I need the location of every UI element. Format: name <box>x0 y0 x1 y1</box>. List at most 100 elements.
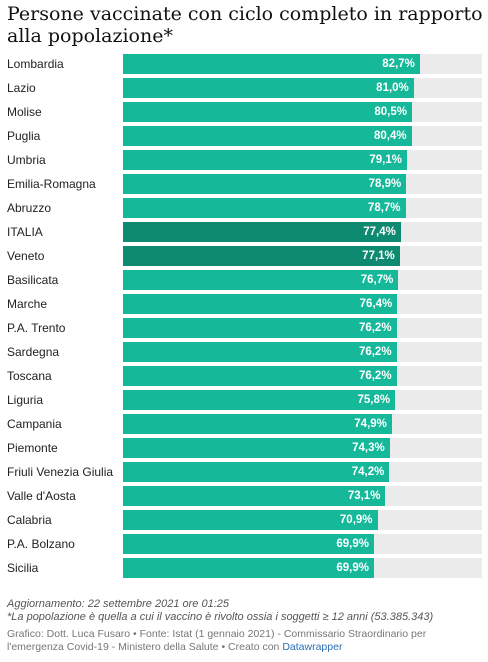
bar-track: 81,0% <box>123 78 482 98</box>
category-label: Lombardia <box>7 57 64 71</box>
bar: 79,1% <box>123 150 407 170</box>
bar-row: Campania 74,9% <box>0 412 488 436</box>
value-label: 76,2% <box>358 322 392 334</box>
bar: 76,2% <box>123 318 397 338</box>
bar: 70,9% <box>123 510 378 530</box>
category-label: Sicilia <box>7 561 39 575</box>
bar-track: 76,2% <box>123 366 482 386</box>
bar-row: ITALIA 77,4% <box>0 220 488 244</box>
bar-chart: Lombardia 82,7% Lazio 81,0% Molise 80,5% Pugli… <box>0 52 488 582</box>
category-label: Abruzzo <box>7 201 52 215</box>
credit-text: Grafico: Dott. Luca Fusaro • Fonte: Ista… <box>7 628 427 653</box>
category-label: Puglia <box>7 129 41 143</box>
value-label: 76,4% <box>359 298 393 310</box>
footnote: *La popolazione è quella a cui il vaccin… <box>7 611 434 623</box>
category-label: P.A. Trento <box>7 321 66 335</box>
bar-track: 80,4% <box>123 126 482 146</box>
bar-track: 76,2% <box>123 342 482 362</box>
bar-row: P.A. Bolzano 69,9% <box>0 532 488 556</box>
category-label: Marche <box>7 297 48 311</box>
chart-notes: Aggiornamento: 22 settembre 2021 ore 01:… <box>7 598 483 654</box>
bar: 82,7% <box>123 54 420 74</box>
value-label: 70,9% <box>339 514 373 526</box>
category-label: Liguria <box>7 393 44 407</box>
bar-row: Molise 80,5% <box>0 100 488 124</box>
bar-track: 79,1% <box>123 150 482 170</box>
category-label: Emilia-Romagna <box>7 177 96 191</box>
bar-row: Emilia-Romagna 78,9% <box>0 172 488 196</box>
value-label: 76,7% <box>360 274 394 286</box>
category-label: Calabria <box>7 513 52 527</box>
bar-row: Calabria 70,9% <box>0 508 488 532</box>
bar-track: 75,8% <box>123 390 482 410</box>
value-label: 81,0% <box>376 82 409 94</box>
value-label: 80,4% <box>374 130 407 142</box>
value-label: 74,9% <box>354 418 387 430</box>
bar-row: P.A. Trento 76,2% <box>0 316 488 340</box>
category-label: Lazio <box>7 81 36 95</box>
bar-track: 82,7% <box>123 54 482 74</box>
bar-row: Friuli Venezia Giulia 74,2% <box>0 460 488 484</box>
bar: 69,9% <box>123 534 374 554</box>
value-label: 76,2% <box>358 370 392 382</box>
bar-row: Umbria 79,1% <box>0 148 488 172</box>
bar: 76,7% <box>123 270 399 290</box>
bar: 77,4% <box>123 222 401 242</box>
bar: 80,4% <box>123 126 412 146</box>
bar-track: 74,2% <box>123 462 482 482</box>
bar-track: 80,5% <box>123 102 482 122</box>
value-label: 69,9% <box>336 538 369 550</box>
bar: 81,0% <box>123 78 414 98</box>
category-label: Friuli Venezia Giulia <box>7 465 114 479</box>
bar-row: Marche 76,4% <box>0 292 488 316</box>
bar: 78,9% <box>123 174 407 194</box>
bar-row: Sardegna 76,2% <box>0 340 488 364</box>
value-label: 78,9% <box>368 178 402 190</box>
bar: 77,1% <box>123 246 400 266</box>
bar-row: Lazio 81,0% <box>0 76 488 100</box>
category-label: Molise <box>7 105 42 119</box>
bar: 73,1% <box>123 486 386 506</box>
value-label: 73,1% <box>347 490 381 502</box>
category-label: Valle d'Aosta <box>7 489 76 503</box>
value-label: 74,3% <box>352 442 385 454</box>
category-label: Veneto <box>7 249 45 263</box>
bar-track: 78,7% <box>123 198 482 218</box>
bar-row: Veneto 77,1% <box>0 244 488 268</box>
value-label: 80,5% <box>374 106 407 118</box>
credit-line: Grafico: Dott. Luca Fusaro • Fonte: Ista… <box>7 628 483 654</box>
bar: 76,2% <box>123 342 397 362</box>
bar: 74,9% <box>123 414 392 434</box>
value-label: 77,1% <box>362 250 395 262</box>
bar: 80,5% <box>123 102 412 122</box>
bar-track: 69,9% <box>123 534 482 554</box>
bar-row: Toscana 76,2% <box>0 364 488 388</box>
bar-row: Valle d'Aosta 73,1% <box>0 484 488 508</box>
bar-track: 78,9% <box>123 174 482 194</box>
bar-row: Liguria 75,8% <box>0 388 488 412</box>
bar-track: 73,1% <box>123 486 482 506</box>
value-label: 75,8% <box>357 394 391 406</box>
datawrapper-link[interactable]: Datawrapper <box>282 641 343 653</box>
category-label: Umbria <box>7 153 46 167</box>
bar: 69,9% <box>123 558 374 578</box>
bar-row: Lombardia 82,7% <box>0 52 488 76</box>
value-label: 78,7% <box>367 202 401 214</box>
category-label: ITALIA <box>7 225 43 239</box>
category-label: P.A. Bolzano <box>7 537 75 551</box>
bar-track: 76,4% <box>123 294 482 314</box>
bar: 78,7% <box>123 198 406 218</box>
bar-row: Piemonte 74,3% <box>0 436 488 460</box>
bar: 74,3% <box>123 438 390 458</box>
bar-row: Abruzzo 78,7% <box>0 196 488 220</box>
bar-track: 76,2% <box>123 318 482 338</box>
bar-track: 77,4% <box>123 222 482 242</box>
category-label: Sardegna <box>7 345 60 359</box>
value-label: 76,2% <box>358 346 392 358</box>
bar: 74,2% <box>123 462 390 482</box>
value-label: 79,1% <box>369 154 402 166</box>
value-label: 74,2% <box>351 466 385 478</box>
category-label: Piemonte <box>7 441 58 455</box>
bar-track: 70,9% <box>123 510 482 530</box>
update-note: Aggiornamento: 22 settembre 2021 ore 01:… <box>7 598 229 610</box>
